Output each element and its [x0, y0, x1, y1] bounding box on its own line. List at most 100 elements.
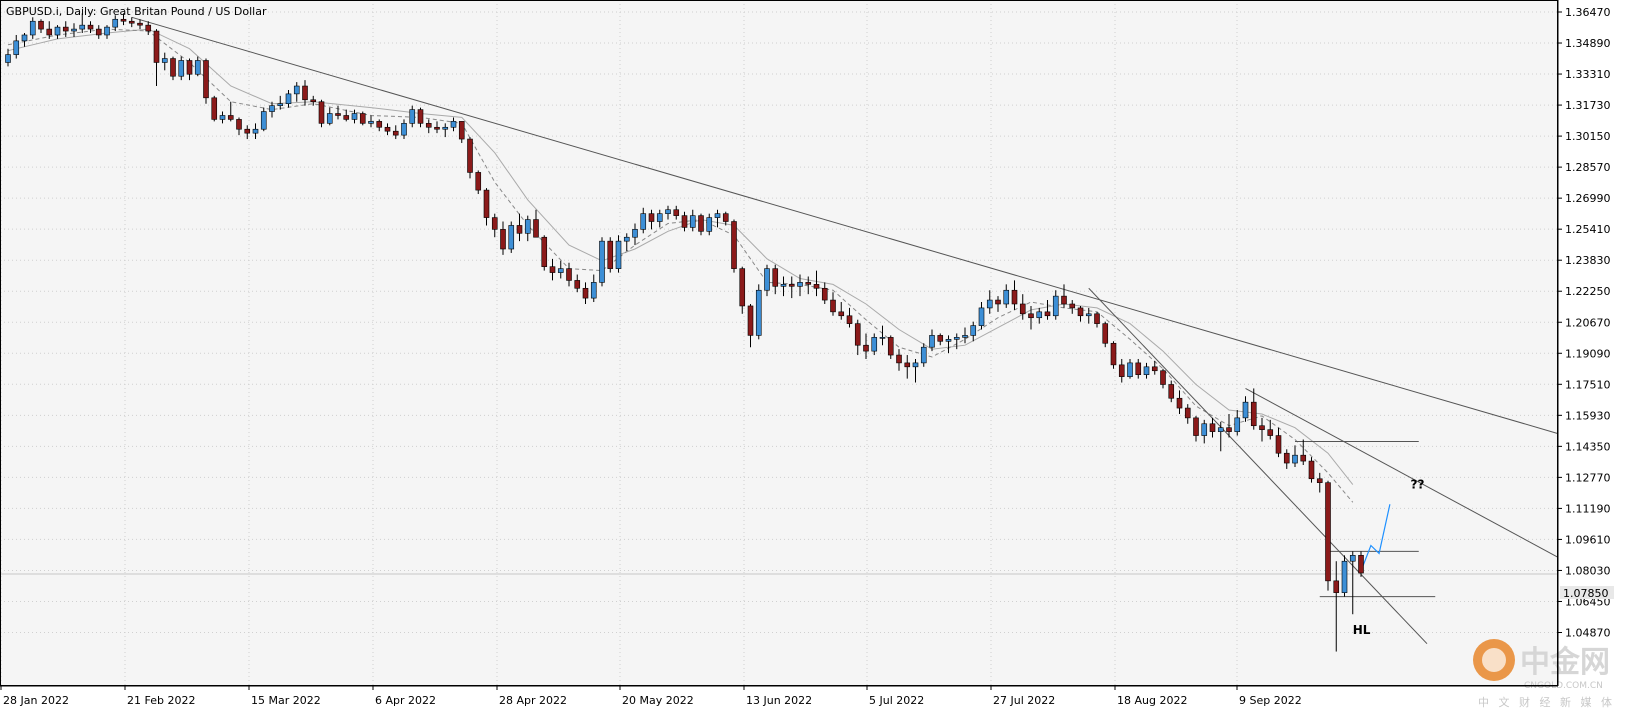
candle — [1069, 300, 1076, 314]
candle — [821, 282, 828, 304]
candle — [203, 58, 209, 104]
candle-body-up — [450, 121, 457, 128]
candle-body-up — [219, 115, 226, 120]
candle-body-up — [1036, 311, 1043, 319]
candle-body-down — [1193, 417, 1199, 436]
candle-body-down — [95, 28, 102, 36]
candle-body-up — [590, 282, 597, 299]
candle-body-down — [384, 126, 391, 132]
candle — [491, 213, 498, 238]
candle — [640, 207, 647, 234]
candle — [1349, 551, 1356, 615]
candle-body-up — [351, 113, 358, 120]
candle — [38, 19, 44, 34]
candle — [879, 325, 886, 346]
candle — [467, 137, 473, 179]
candle — [87, 21, 94, 34]
candle — [854, 319, 861, 356]
candle — [764, 264, 770, 297]
candle-body-up — [912, 362, 919, 368]
date-tick-label: 21 Feb 2022 — [127, 694, 195, 707]
price-tick-label: 1.25410 — [1565, 223, 1611, 236]
candle-body-down — [186, 60, 193, 75]
candle-body-up — [978, 307, 985, 326]
price-tick-label: 1.31730 — [1565, 99, 1611, 112]
candle-body-down — [458, 121, 465, 140]
candle — [656, 209, 663, 228]
candle — [71, 23, 77, 37]
candle — [1259, 417, 1265, 442]
candle — [1102, 321, 1109, 348]
candle-body-down — [1275, 435, 1282, 454]
candle — [310, 95, 317, 106]
candle-body-down — [38, 20, 44, 30]
candle — [533, 209, 539, 238]
candle — [343, 109, 350, 122]
candle — [1234, 410, 1241, 436]
current-price-label: 1.07850 — [1563, 587, 1609, 600]
candle — [351, 109, 358, 124]
candles — [5, 13, 1364, 652]
candle — [120, 13, 127, 26]
candle — [665, 205, 671, 220]
candle-body-up — [656, 213, 663, 222]
candle — [500, 221, 506, 255]
candle-body-down — [128, 20, 135, 24]
candle — [425, 119, 432, 134]
candle-body-up — [285, 93, 292, 105]
candle-body-down — [211, 97, 218, 120]
candle — [401, 119, 407, 140]
price-tick-label: 1.19090 — [1565, 347, 1611, 360]
candle-body-down — [648, 213, 655, 222]
candle-body-up — [1234, 417, 1241, 432]
price-tick-label: 1.09610 — [1565, 533, 1611, 546]
candle-body-down — [1061, 295, 1067, 305]
candle-body-down — [1333, 580, 1340, 593]
candle-body-down — [1308, 460, 1315, 480]
candle — [392, 125, 399, 140]
candle — [1300, 439, 1307, 466]
candle-body-up — [252, 128, 259, 134]
candle-body-down — [318, 101, 325, 124]
candle-body-up — [161, 58, 168, 63]
candle-body-up — [1085, 313, 1092, 317]
date-tick-label: 28 Jan 2022 — [3, 694, 69, 707]
candle — [227, 101, 234, 122]
candle-body-up — [178, 60, 185, 77]
candle-body-up — [1052, 295, 1059, 317]
candle — [442, 123, 449, 138]
candle-body-down — [467, 138, 473, 173]
candle-body-down — [541, 236, 548, 267]
short-term-downtrend-line — [1245, 387, 1559, 558]
candle — [788, 276, 795, 299]
candle-body-up — [1217, 427, 1224, 432]
candle-body-down — [788, 284, 795, 287]
candle-body-down — [425, 123, 432, 128]
candle-body-down — [1102, 323, 1109, 344]
candle-body-down — [887, 337, 894, 356]
candle-body-down — [392, 130, 399, 136]
candle — [219, 111, 226, 124]
candle — [599, 237, 605, 287]
candle-body-up — [689, 215, 696, 228]
candle — [236, 117, 242, 136]
candle — [1044, 300, 1051, 320]
current-price: 1.07850 — [1560, 586, 1614, 600]
candle — [731, 219, 737, 273]
candle — [615, 235, 622, 273]
candle-body-down — [574, 280, 581, 289]
candle-body-up — [524, 219, 531, 234]
candle — [1127, 358, 1133, 379]
candle — [1358, 551, 1364, 577]
candle — [698, 213, 704, 236]
candle-body-up — [755, 289, 762, 336]
candle — [541, 235, 548, 271]
candle — [260, 107, 267, 132]
candle — [1110, 341, 1117, 369]
candle — [318, 99, 325, 128]
candle — [1341, 555, 1348, 597]
candle-body-up — [104, 26, 110, 36]
steep-downtrend-line — [1088, 287, 1428, 645]
